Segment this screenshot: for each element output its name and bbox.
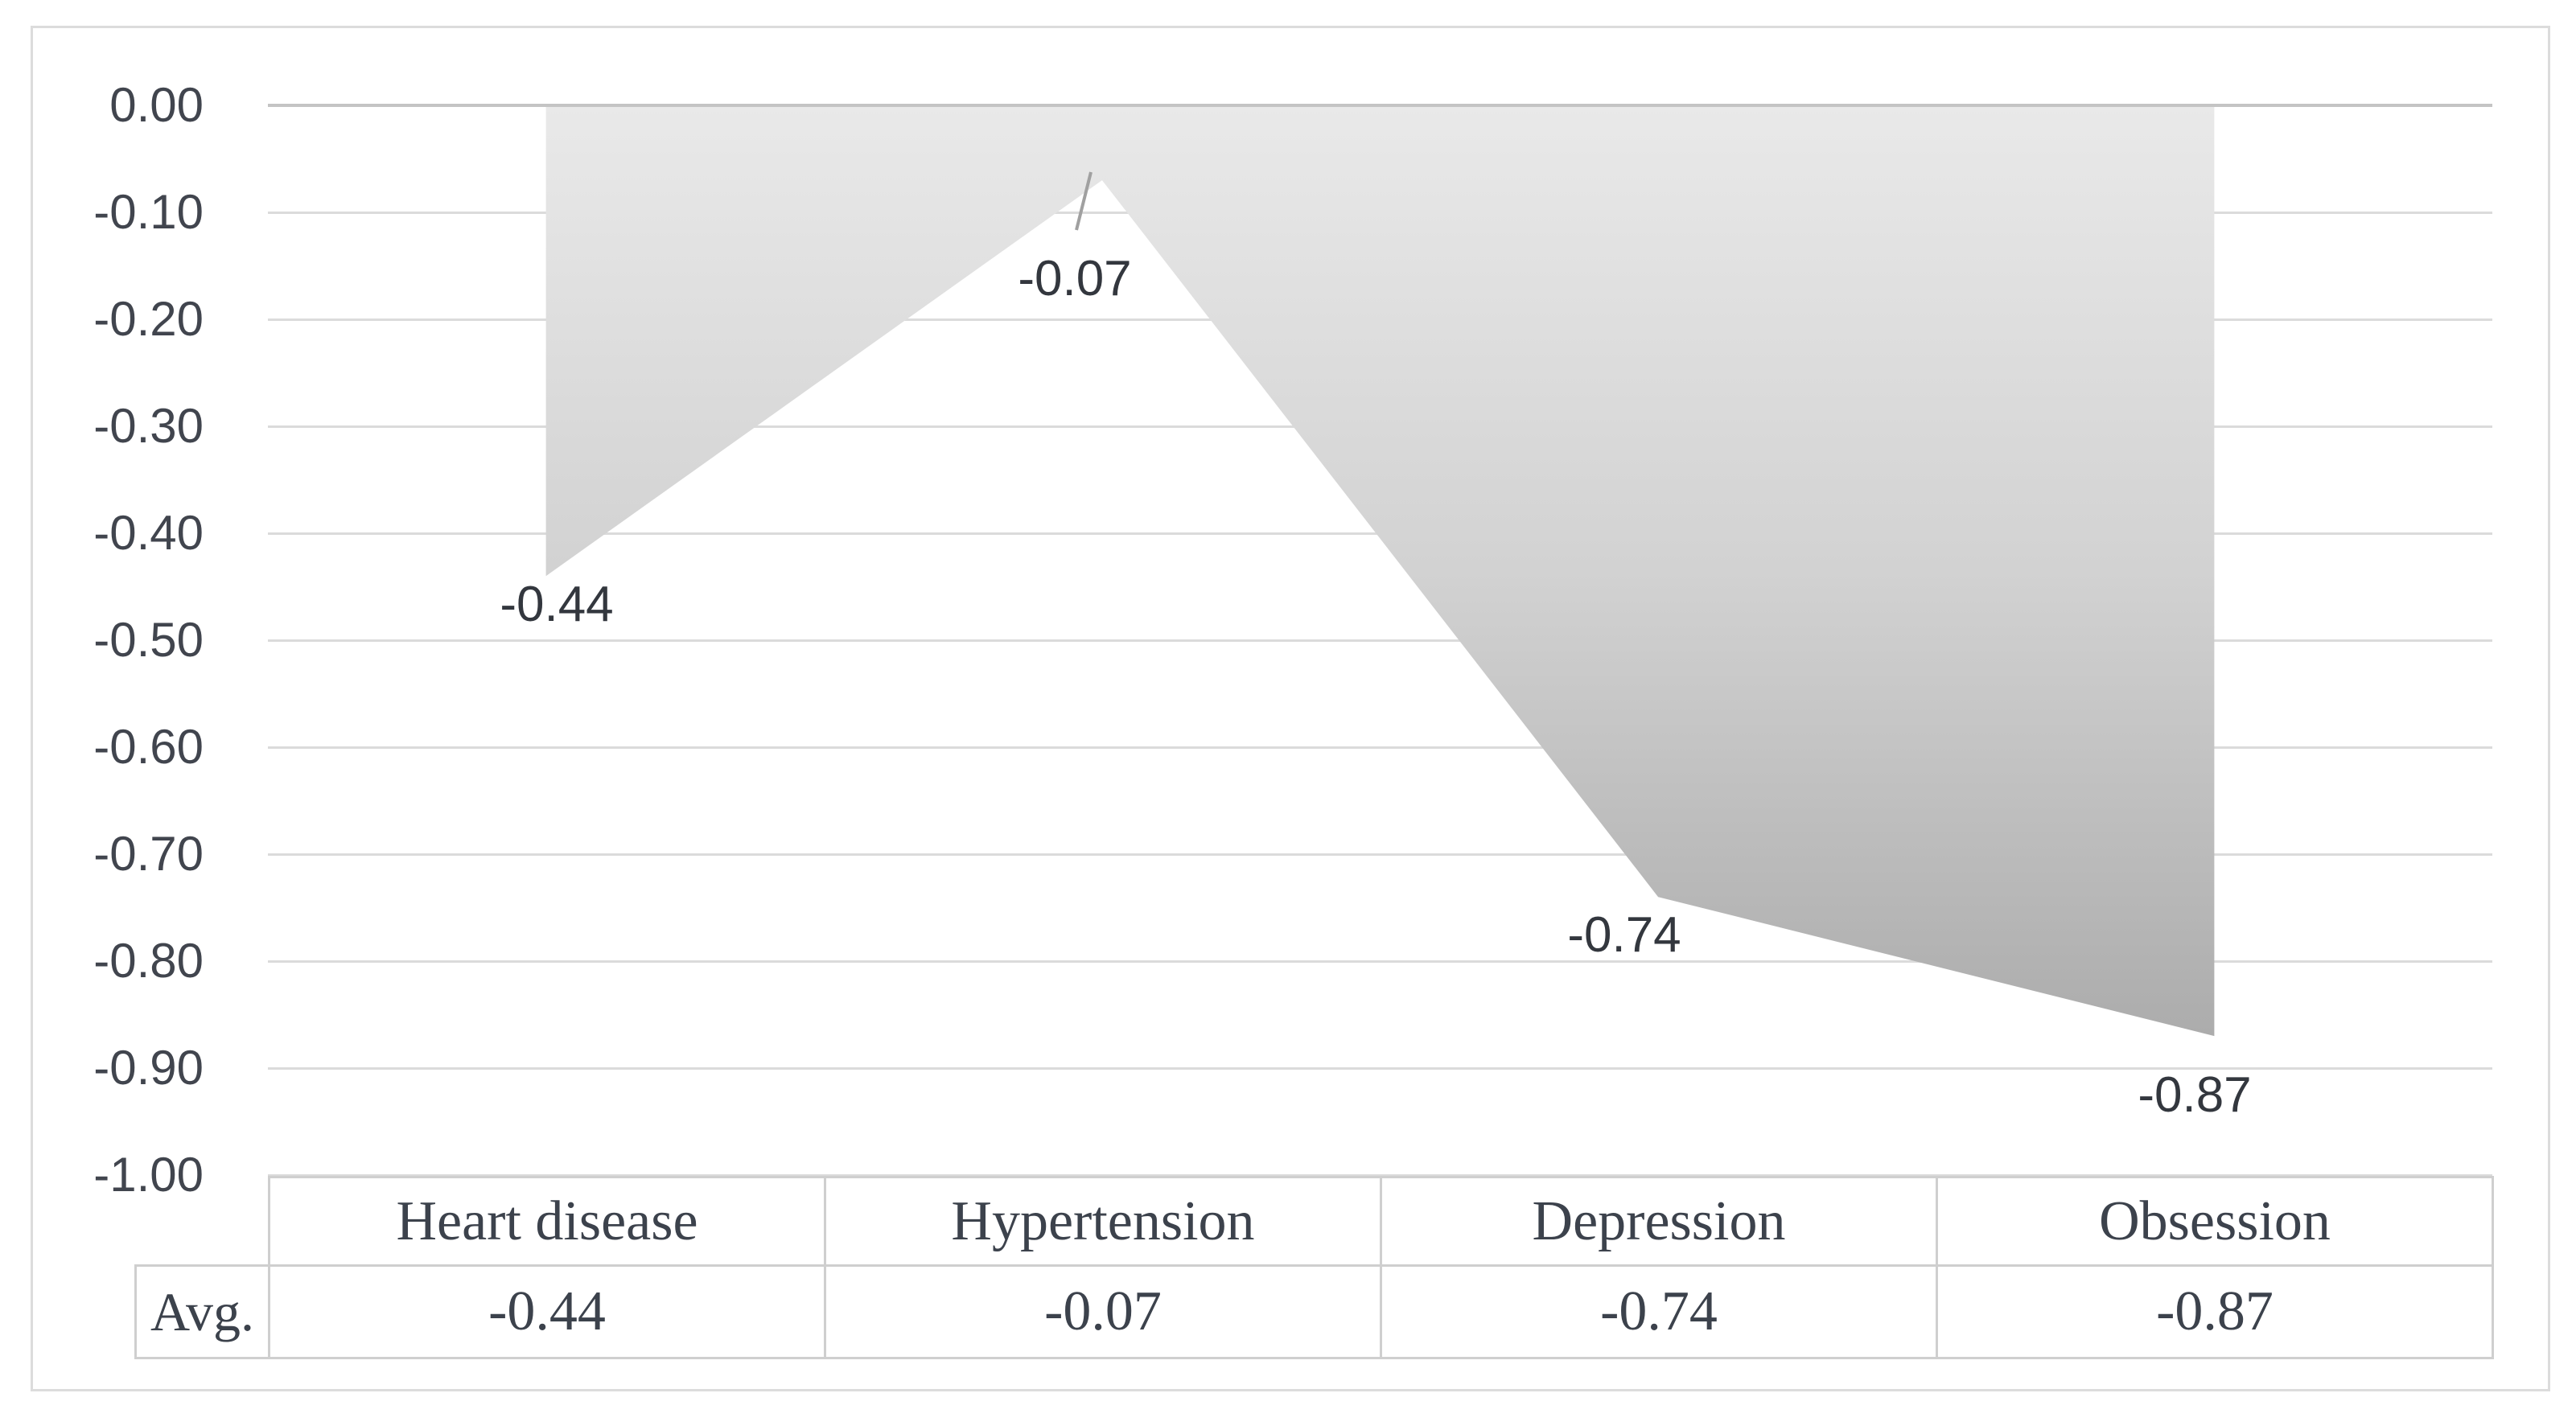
y-axis-tick-label: -0.20 (93, 292, 204, 346)
data-label-heart-disease: -0.44 (500, 577, 614, 632)
avg-area-series (545, 105, 2215, 1037)
y-axis-tick-label: -0.50 (93, 613, 204, 667)
table-corner-blank (136, 1177, 270, 1266)
gridline (268, 960, 2492, 963)
figure-border (31, 26, 2550, 1391)
zero-gridline (268, 104, 2492, 107)
y-axis-tick-label: 0.00 (109, 78, 204, 132)
table-value-hypertension: -0.07 (824, 1264, 1382, 1359)
gridline (268, 639, 2492, 642)
y-axis-tick-label: -0.90 (93, 1041, 204, 1095)
table-row-label-avg: Avg. (134, 1264, 270, 1359)
y-axis-tick-label: -0.30 (93, 399, 204, 453)
data-label-leader-line (1075, 171, 1093, 231)
table-header-row: Heart disease Hypertension Depression Ob… (136, 1176, 2494, 1267)
table-value-depression: -0.74 (1380, 1264, 1938, 1359)
table-header-depression: Depression (1380, 1176, 1938, 1267)
y-axis-tick-label: -0.70 (93, 827, 204, 881)
y-axis-tick-label: -1.00 (93, 1148, 204, 1202)
y-axis: 0.00 -0.10 -0.20 -0.30 -0.40 -0.50 -0.60 -0.70 -… (0, 0, 204, 1426)
y-axis-tick-label: -0.40 (93, 506, 204, 560)
data-table: Heart disease Hypertension Depression Ob… (134, 1176, 2494, 1359)
y-axis-tick-label: -0.60 (93, 720, 204, 774)
y-axis-tick-label: -0.80 (93, 934, 204, 988)
data-label-depression: -0.74 (1567, 907, 1681, 963)
table-header-hypertension: Hypertension (824, 1176, 1382, 1267)
gridline (268, 1173, 2492, 1177)
gridline (268, 1066, 2492, 1070)
gridline (268, 746, 2492, 749)
table-value-heart-disease: -0.44 (268, 1264, 826, 1359)
table-value-obsession: -0.87 (1936, 1264, 2494, 1359)
table-header-heart-disease: Heart disease (268, 1176, 826, 1267)
data-label-obsession: -0.87 (2138, 1067, 2252, 1123)
y-axis-tick-label: -0.10 (93, 185, 204, 239)
table-value-row: Avg. -0.44 -0.07 -0.74 -0.87 (134, 1264, 2494, 1359)
gridline (268, 853, 2492, 856)
data-label-hypertension: -0.07 (1018, 251, 1132, 306)
table-header-obsession: Obsession (1936, 1176, 2494, 1267)
